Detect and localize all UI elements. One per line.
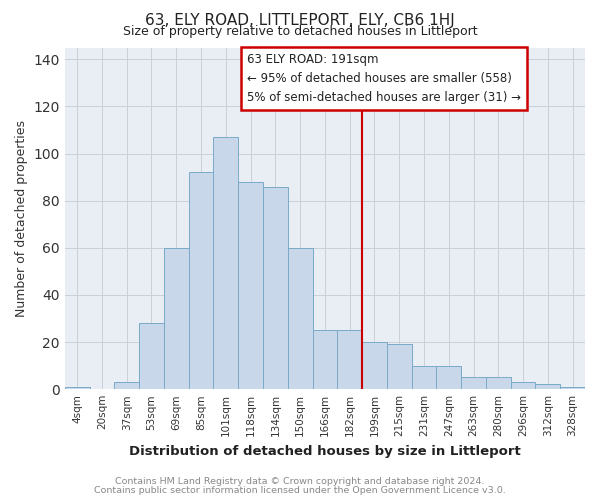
- Text: Contains public sector information licensed under the Open Government Licence v3: Contains public sector information licen…: [94, 486, 506, 495]
- Bar: [387, 344, 412, 389]
- Bar: [238, 182, 263, 389]
- Bar: [362, 342, 387, 389]
- Y-axis label: Number of detached properties: Number of detached properties: [15, 120, 28, 317]
- Bar: [164, 248, 188, 389]
- X-axis label: Distribution of detached houses by size in Littleport: Distribution of detached houses by size …: [129, 444, 521, 458]
- Bar: [288, 248, 313, 389]
- Bar: [139, 323, 164, 389]
- Text: 63 ELY ROAD: 191sqm
← 95% of detached houses are smaller (558)
5% of semi-detach: 63 ELY ROAD: 191sqm ← 95% of detached ho…: [247, 52, 521, 104]
- Bar: [486, 378, 511, 389]
- Bar: [337, 330, 362, 389]
- Text: Size of property relative to detached houses in Littleport: Size of property relative to detached ho…: [122, 25, 478, 38]
- Bar: [560, 387, 585, 389]
- Bar: [436, 366, 461, 389]
- Bar: [115, 382, 139, 389]
- Bar: [65, 387, 89, 389]
- Bar: [412, 366, 436, 389]
- Bar: [511, 382, 535, 389]
- Text: Contains HM Land Registry data © Crown copyright and database right 2024.: Contains HM Land Registry data © Crown c…: [115, 477, 485, 486]
- Bar: [214, 137, 238, 389]
- Bar: [535, 384, 560, 389]
- Text: 63, ELY ROAD, LITTLEPORT, ELY, CB6 1HJ: 63, ELY ROAD, LITTLEPORT, ELY, CB6 1HJ: [145, 12, 455, 28]
- Bar: [188, 172, 214, 389]
- Bar: [263, 186, 288, 389]
- Bar: [461, 378, 486, 389]
- Bar: [313, 330, 337, 389]
